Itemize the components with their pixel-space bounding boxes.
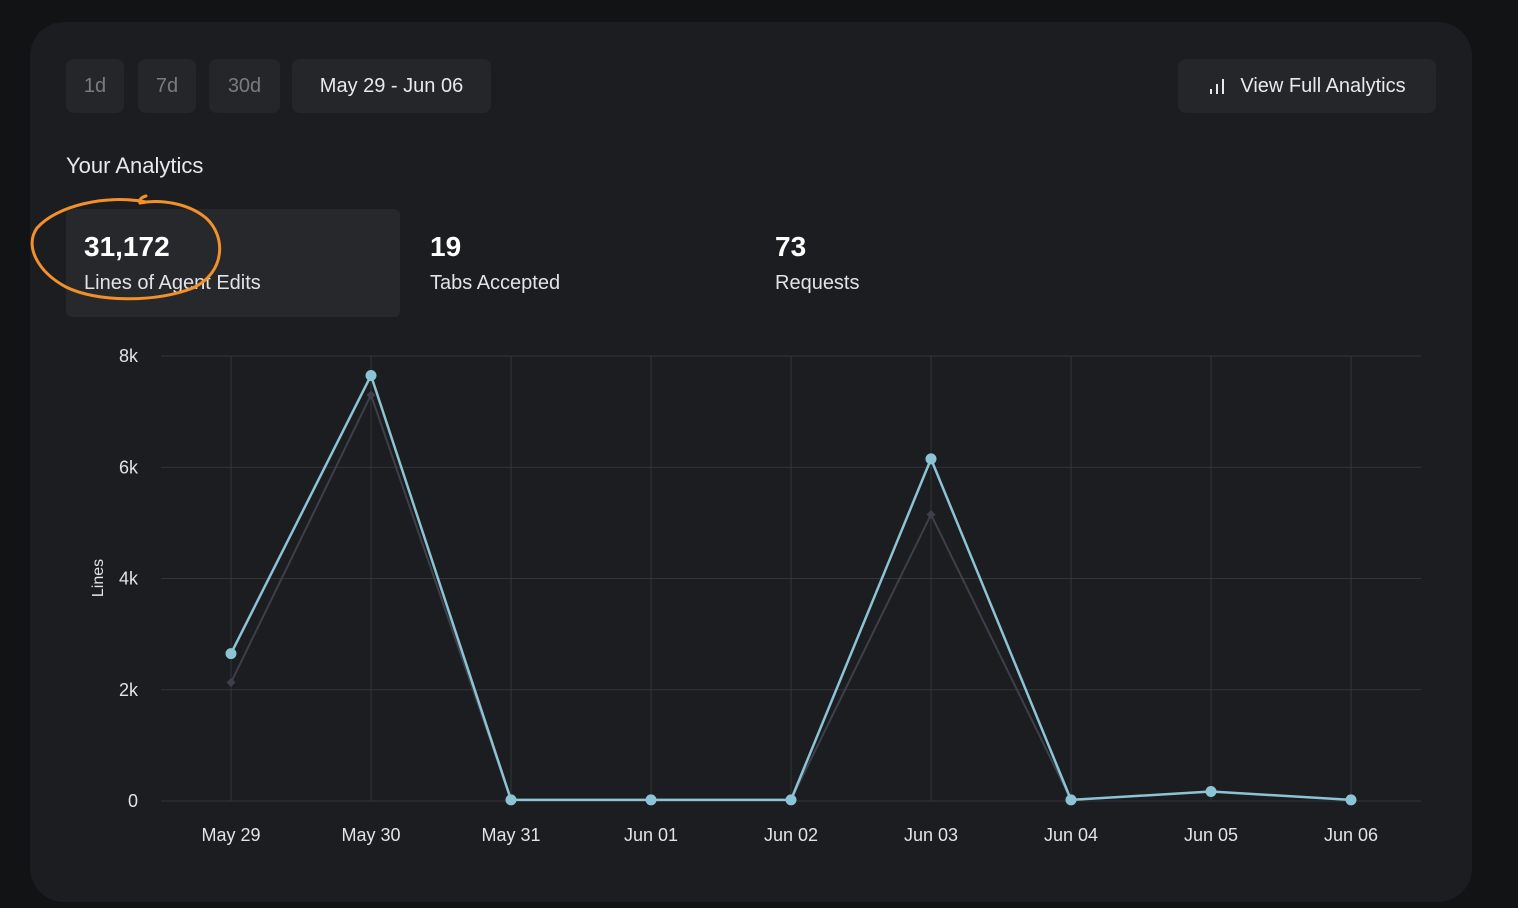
range-7d-button[interactable]: 7d xyxy=(138,59,196,113)
y-tick-label: 4k xyxy=(119,569,139,589)
data-point xyxy=(785,794,797,806)
stat-value: 73 xyxy=(775,231,807,262)
stat-label: Tabs Accepted xyxy=(430,272,561,294)
x-tick-label: May 29 xyxy=(201,825,260,845)
date-range-button[interactable]: May 29 - Jun 06 xyxy=(292,59,491,113)
x-tick-label: Jun 02 xyxy=(764,825,818,845)
data-point xyxy=(505,794,517,806)
stat-requests[interactable]: 73 Requests xyxy=(757,209,1091,317)
view-full-analytics-button[interactable]: View Full Analytics xyxy=(1178,59,1436,113)
data-point xyxy=(225,648,237,660)
range-30d-button[interactable]: 30d xyxy=(209,59,280,113)
x-tick-label: Jun 04 xyxy=(1044,825,1098,845)
y-tick-label: 8k xyxy=(119,346,139,366)
y-tick-label: 6k xyxy=(119,457,139,477)
x-tick-label: Jun 01 xyxy=(624,825,678,845)
y-axis-label: Lines xyxy=(90,559,107,597)
y-tick-label: 2k xyxy=(119,680,139,700)
data-point xyxy=(1065,794,1077,806)
data-point xyxy=(925,453,937,465)
x-tick-label: May 30 xyxy=(341,825,400,845)
stat-value: 19 xyxy=(430,231,462,262)
stat-tabs-accepted[interactable]: 19 Tabs Accepted xyxy=(412,209,746,317)
data-point xyxy=(366,390,376,400)
data-point xyxy=(926,510,936,520)
bar-chart-icon xyxy=(1210,79,1225,94)
data-point xyxy=(645,794,657,806)
x-tick-label: May 31 xyxy=(481,825,540,845)
stat-label: Requests xyxy=(775,272,860,294)
data-point xyxy=(226,678,236,688)
view-full-analytics-label: View Full Analytics xyxy=(1240,74,1406,97)
y-tick-label: 0 xyxy=(128,791,138,811)
data-point xyxy=(1345,794,1357,806)
x-tick-label: Jun 06 xyxy=(1324,825,1378,845)
data-point xyxy=(365,369,377,381)
analytics-panel: 1d 7d 30d May 29 - Jun 06 View Full Anal… xyxy=(30,22,1472,902)
x-tick-label: Jun 03 xyxy=(904,825,958,845)
x-tick-label: Jun 05 xyxy=(1184,825,1238,845)
data-point xyxy=(1205,786,1217,798)
section-title: Your Analytics xyxy=(66,153,204,178)
range-1d-button[interactable]: 1d xyxy=(66,59,124,113)
